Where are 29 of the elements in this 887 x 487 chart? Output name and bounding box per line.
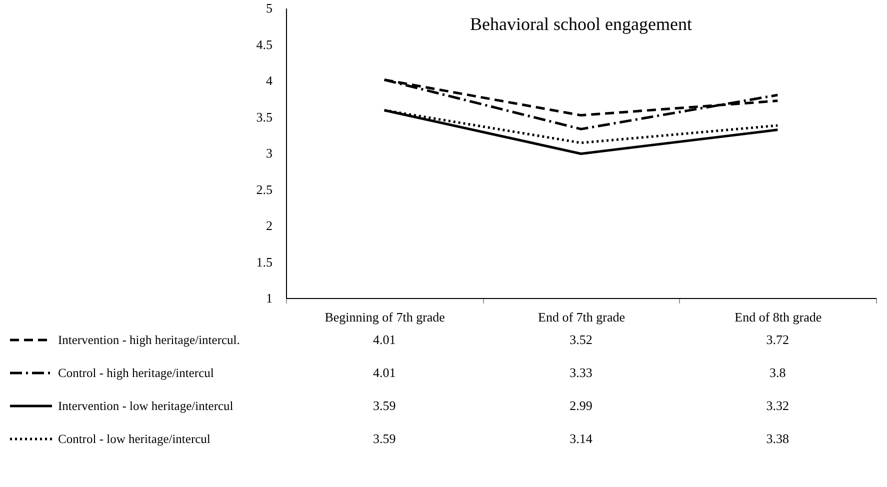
y-tick-label: 2.5 [256,182,272,197]
data-label: 3.33 [570,365,592,380]
legend-label: Control - high heritage/intercul [58,366,214,380]
y-tick-label: 1.5 [256,254,272,270]
data-label: 2.99 [570,398,592,413]
legend-label: Intervention - low heritage/intercul [58,399,234,413]
x-tick-label: End of 8th grade [734,310,822,324]
y-tick-label: 5 [266,0,272,16]
x-tick-label: End of 7th grade [538,310,626,324]
y-tick-label: 4 [266,73,273,88]
legend-label: Intervention - high heritage/intercul. [58,333,240,347]
data-label: 3.59 [372,398,396,413]
data-label: 4.01 [372,365,396,380]
y-tick-label: 4.5 [256,36,272,52]
data-label: 3.14 [570,431,593,446]
y-tick-label: 2 [266,218,272,233]
y-tick-label: 1 [266,290,272,306]
data-label: 3.8 [770,365,786,380]
data-label: 4.01 [372,332,396,347]
y-tick-label: 3.5 [256,109,272,124]
data-label: 3.32 [766,398,790,413]
y-tick-label: 3 [266,146,272,160]
data-label: 3.52 [570,332,592,347]
data-label: 3.72 [766,332,790,347]
chart-title: Behavioral school engagement [470,14,692,34]
data-label: 3.59 [372,431,396,446]
x-tick-label: Beginning of 7th grade [324,310,446,324]
data-label: 3.38 [766,431,790,446]
legend-label: Control - low heritage/intercul [58,432,211,446]
